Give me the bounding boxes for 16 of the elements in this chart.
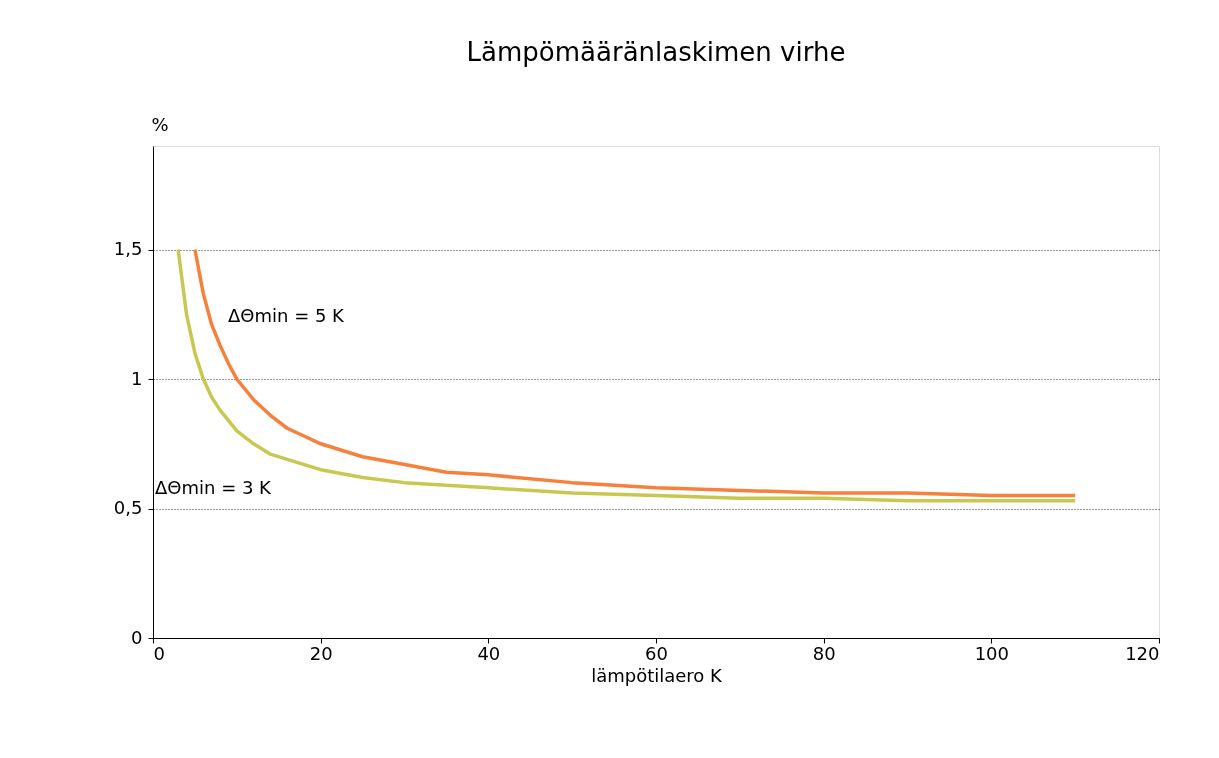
- x-tick-label: 60: [645, 642, 668, 664]
- annotation: ΔΘmin = 3 K: [155, 477, 273, 498]
- annotation: ΔΘmin = 5 K: [228, 305, 346, 326]
- x-tick-label: 100: [974, 642, 1010, 664]
- y-axis-title: %: [151, 113, 169, 135]
- x-tick-label: 0: [153, 642, 165, 664]
- y-tick-label: 0,5: [113, 497, 143, 519]
- x-axis-title: lämpötilaero K: [591, 664, 724, 686]
- x-tick-label: 80: [812, 642, 836, 664]
- y-tick-label: 0: [131, 626, 143, 648]
- x-tick-label: 40: [477, 642, 501, 664]
- chart-title: Lämpömääränlaskimen virhe: [466, 37, 846, 67]
- x-tick-label: 20: [309, 642, 333, 664]
- y-tick-label: 1: [131, 367, 143, 389]
- x-tick-label: 120: [1125, 642, 1160, 664]
- y-tick-label: 1,5: [113, 238, 143, 260]
